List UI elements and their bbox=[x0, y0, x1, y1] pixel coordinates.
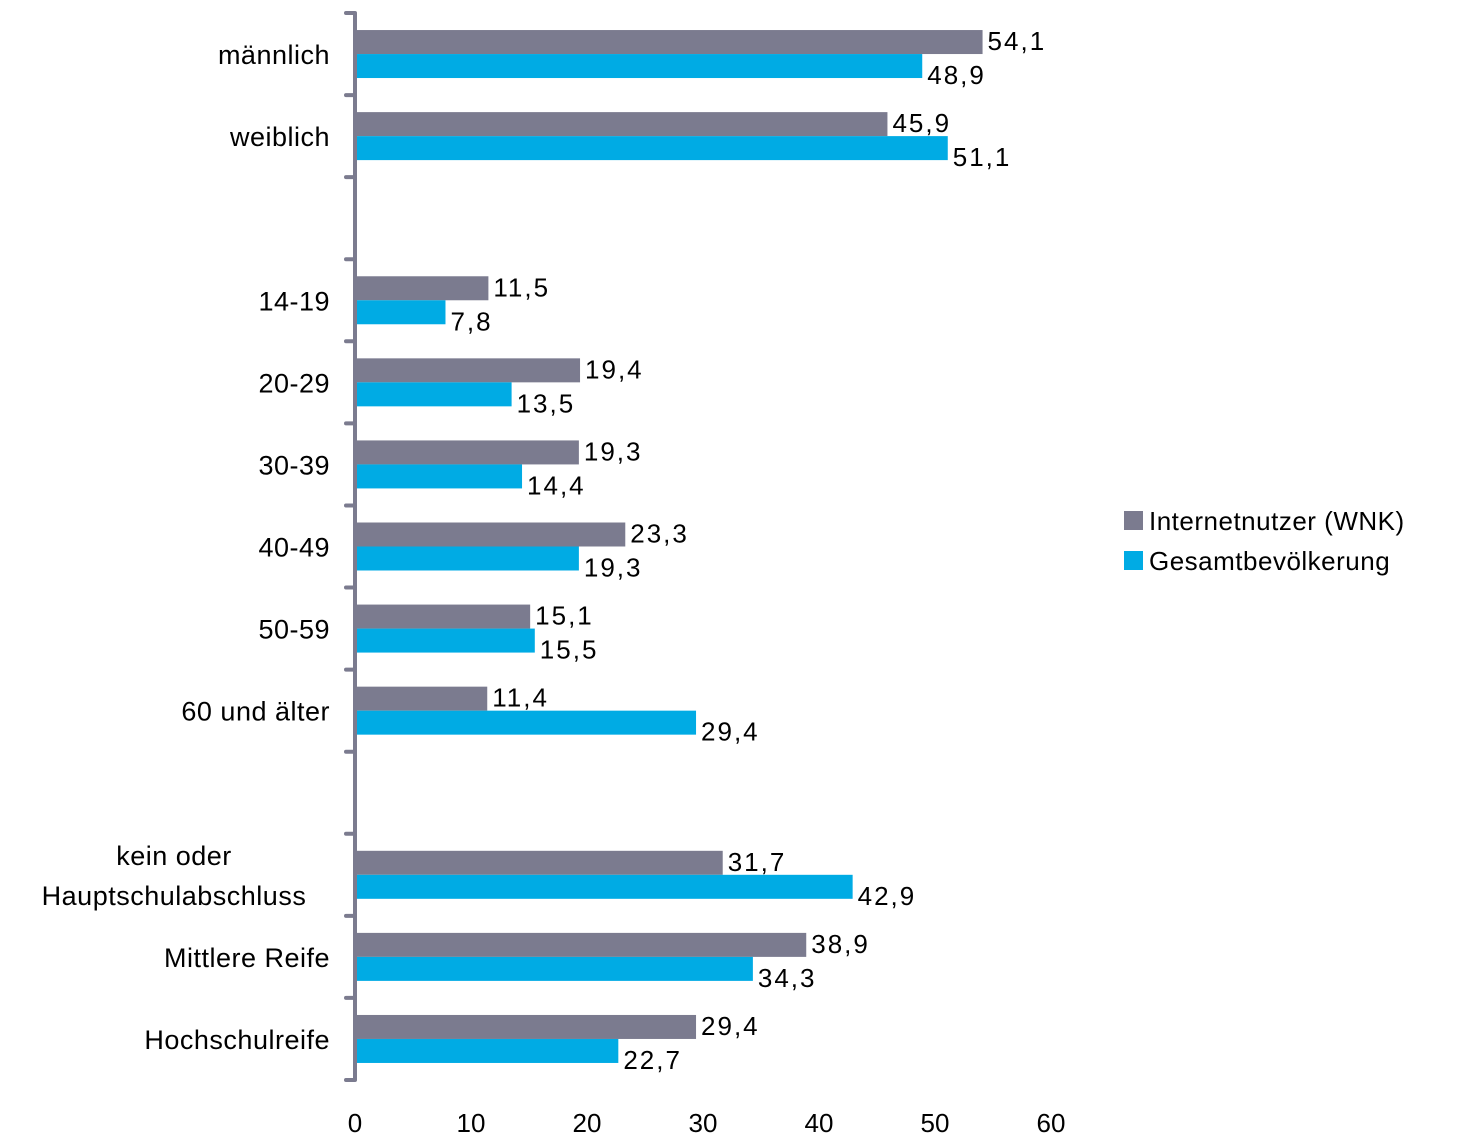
value-label: 15,1 bbox=[535, 601, 594, 631]
bar-gesamtbevoelkerung-12 bbox=[357, 1038, 619, 1063]
value-label: 54,1 bbox=[988, 26, 1047, 56]
category-label: 14-19 bbox=[258, 286, 330, 316]
category-label: 30-39 bbox=[258, 450, 330, 480]
bar-internetnutzer-6 bbox=[357, 522, 626, 547]
category-label: 50-59 bbox=[258, 615, 330, 645]
value-labels-layer: 54,148,9 45,951,1 11,57,8 19,4 13,5 19,3 14,4 2… bbox=[450, 26, 1047, 1075]
bar-internetnutzer-11 bbox=[357, 932, 807, 957]
bar-gesamtbevoelkerung-8 bbox=[357, 710, 697, 735]
bar-gesamtbevoelkerung-5 bbox=[357, 464, 523, 489]
value-label: 11,4 bbox=[492, 683, 549, 713]
category-label: weiblich bbox=[229, 122, 330, 152]
category-labels: männlich weiblich 14-19 20-29 30-39 40-49 50-5… bbox=[42, 40, 330, 1055]
y-axis bbox=[344, 11, 357, 1082]
legend-label: Gesamtbevölkerung bbox=[1149, 546, 1390, 576]
value-label: 38,9 bbox=[811, 929, 870, 959]
category-label: Hochschulreife bbox=[144, 1025, 330, 1055]
legend: Internetnutzer (WNK) Gesamtbevölkerung bbox=[1124, 506, 1405, 576]
category-label: 60 und älter bbox=[181, 697, 330, 727]
legend-swatch-gesamtbevoelkerung bbox=[1124, 551, 1143, 570]
legend-label: Internetnutzer (WNK) bbox=[1149, 506, 1405, 536]
bar-internetnutzer-3 bbox=[357, 276, 489, 301]
value-label: 31,7 bbox=[728, 847, 787, 877]
bar-gesamtbevoelkerung-11 bbox=[357, 956, 753, 981]
category-label: 40-49 bbox=[258, 533, 330, 563]
bar-gesamtbevoelkerung-4 bbox=[357, 382, 512, 407]
bar-internetnutzer-10 bbox=[357, 850, 723, 875]
category-label: Hauptschulabschluss bbox=[42, 881, 307, 911]
bar-internetnutzer-7 bbox=[357, 604, 531, 629]
bar-gesamtbevoelkerung-10 bbox=[357, 874, 853, 899]
value-label: 51,1 bbox=[953, 142, 1012, 172]
value-label: 23,3 bbox=[630, 519, 689, 549]
value-label: 19,3 bbox=[584, 436, 643, 466]
legend-swatch-internetnutzer bbox=[1124, 511, 1143, 530]
bar-internetnutzer-5 bbox=[357, 440, 579, 465]
category-label: männlich bbox=[218, 40, 330, 70]
value-label: 22,7 bbox=[623, 1045, 682, 1075]
x-tick-label: 30 bbox=[689, 1108, 718, 1138]
bar-gesamtbevoelkerung-7 bbox=[357, 628, 535, 653]
x-tick-label: 0 bbox=[348, 1108, 362, 1138]
bar-gesamtbevoelkerung-6 bbox=[357, 546, 579, 571]
bar-gesamtbevoelkerung-3 bbox=[357, 300, 446, 325]
bar-internetnutzer-1 bbox=[357, 112, 888, 137]
bar-internetnutzer-4 bbox=[357, 358, 581, 383]
value-label: 15,5 bbox=[540, 635, 599, 665]
x-tick-label: 50 bbox=[921, 1108, 950, 1138]
value-label: 19,4 bbox=[585, 354, 644, 384]
value-label: 29,4 bbox=[701, 717, 760, 747]
value-label: 48,9 bbox=[927, 60, 986, 90]
value-label: 14,4 bbox=[527, 470, 586, 500]
value-label: 45,9 bbox=[892, 108, 951, 138]
bar-internetnutzer-8 bbox=[357, 686, 488, 711]
bar-gesamtbevoelkerung-0 bbox=[357, 54, 923, 79]
bar-internetnutzer-12 bbox=[357, 1014, 697, 1039]
x-tick-label: 60 bbox=[1037, 1108, 1066, 1138]
category-label: Mittlere Reife bbox=[164, 943, 330, 973]
x-tick-label: 40 bbox=[805, 1108, 834, 1138]
category-label: kein oder bbox=[116, 841, 232, 871]
x-tick-label: 20 bbox=[573, 1108, 602, 1138]
category-label: 20-29 bbox=[258, 368, 330, 398]
x-axis-tick-labels: 0 10 20 30 40 50 60 bbox=[348, 1108, 1066, 1138]
value-label: 19,3 bbox=[584, 553, 643, 583]
value-label: 29,4 bbox=[701, 1011, 760, 1041]
value-label: 7,8 bbox=[450, 306, 492, 336]
value-label: 34,3 bbox=[758, 963, 817, 993]
bar-internetnutzer-0 bbox=[357, 30, 983, 55]
value-label: 11,5 bbox=[493, 272, 550, 302]
bars-layer bbox=[357, 30, 983, 1063]
value-label: 13,5 bbox=[517, 388, 576, 418]
x-tick-label: 10 bbox=[457, 1108, 486, 1138]
bar-gesamtbevoelkerung-1 bbox=[357, 136, 948, 161]
value-label: 42,9 bbox=[858, 881, 917, 911]
